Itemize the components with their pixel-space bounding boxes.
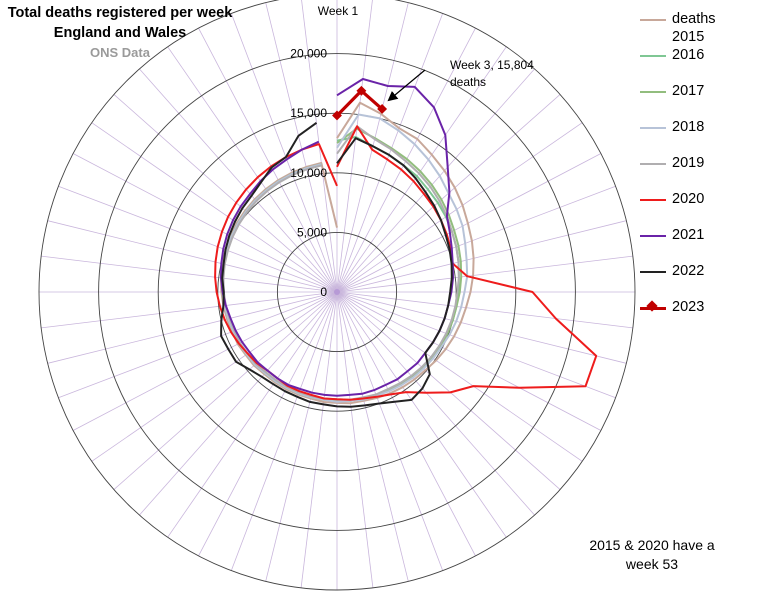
ring-25000 — [38, 0, 636, 591]
ring-10000 — [217, 172, 457, 412]
chart-source: ONS Data — [90, 45, 150, 60]
series-lines — [214, 78, 598, 408]
spoke-49 — [198, 27, 338, 293]
spoke-10 — [336, 153, 602, 293]
spoke-5 — [336, 27, 476, 293]
spoke-25 — [336, 291, 409, 582]
spoke-46 — [113, 94, 338, 293]
series-line-2021 — [220, 78, 454, 397]
spoke-15 — [336, 291, 633, 329]
legend-swatch-2022 — [640, 271, 666, 273]
legend-label-2017: 2017 — [672, 83, 705, 99]
spoke-39 — [41, 291, 338, 329]
spoke-32 — [167, 291, 338, 538]
spoke-24 — [336, 291, 444, 571]
spoke-17 — [336, 291, 616, 399]
spoke-11 — [336, 185, 616, 293]
legend-swatch-2018 — [640, 127, 666, 129]
r-tick-label: 20,000 — [290, 47, 327, 61]
spoke-12 — [336, 220, 627, 293]
radial-grid — [38, 0, 636, 591]
legend-label-2016: 2016 — [672, 47, 705, 63]
week-1-label: Week 1 — [318, 4, 359, 18]
center-point — [334, 289, 340, 295]
spoke-38 — [47, 291, 338, 364]
series-line-2015 — [220, 101, 475, 405]
spoke-48 — [167, 46, 338, 293]
r-tick-label: 10,000 — [290, 166, 327, 180]
spoke-9 — [336, 122, 583, 293]
spoke-6 — [336, 46, 507, 293]
series-line-2022 — [220, 121, 453, 408]
chart-subtitle: England and Wales — [53, 25, 187, 41]
legend-label-2018: 2018 — [672, 119, 705, 135]
spoke-45 — [91, 122, 338, 293]
spoke-44 — [72, 153, 338, 293]
note-line2: week 53 — [625, 556, 679, 572]
spoke-19 — [336, 291, 583, 462]
chart-title: Total deaths registered per week — [7, 5, 233, 21]
spoke-43 — [58, 185, 338, 293]
legend-label-2019: 2019 — [672, 155, 705, 171]
legend-label-2015: deaths 2015 — [672, 11, 716, 45]
spoke-33 — [139, 291, 338, 516]
note-line1: 2015 & 2020 have a — [589, 537, 715, 553]
r-tick-label: 0 — [320, 285, 327, 299]
spoke-16 — [336, 291, 627, 364]
ring-5000 — [276, 231, 398, 353]
spoke-34 — [113, 291, 338, 490]
spoke-51 — [265, 2, 338, 293]
series-line-2018 — [221, 113, 469, 403]
legend-label-2022: 2022 — [672, 263, 705, 279]
spoke-28 — [300, 291, 338, 588]
spoke-2 — [336, 0, 373, 293]
spoke-26 — [336, 291, 374, 588]
spoke-4 — [336, 13, 444, 293]
spoke-13 — [336, 255, 633, 293]
legend-label-2023: 2023 — [672, 299, 705, 315]
spoke-42 — [47, 220, 338, 293]
r-tick-label: 15,000 — [290, 106, 327, 120]
legend-swatch-2016 — [640, 55, 666, 57]
spoke-50 — [230, 13, 338, 293]
spoke-7 — [336, 68, 535, 293]
spoke-37 — [58, 291, 338, 399]
r-tick-label: 5,000 — [297, 225, 327, 239]
spoke-31 — [198, 291, 338, 557]
spoke-36 — [72, 291, 338, 431]
spoke-41 — [41, 255, 338, 293]
legend-swatch-2015 — [640, 19, 666, 21]
spoke-18 — [336, 291, 602, 431]
spoke-3 — [336, 2, 409, 293]
spoke-23 — [336, 291, 476, 557]
spoke-35 — [91, 291, 338, 462]
legend-swatch-2019 — [640, 163, 666, 165]
legend-swatch-2017 — [640, 91, 666, 93]
ring-20000 — [98, 53, 576, 531]
spoke-21 — [336, 291, 535, 516]
legend-label-2021: 2021 — [672, 227, 705, 243]
annotation-text-line2: deaths — [450, 75, 486, 89]
spoke-22 — [336, 291, 507, 538]
legend-swatch-2020 — [640, 199, 666, 201]
spoke-47 — [139, 68, 338, 293]
radial-tick-labels: 0 5,000 10,000 15,000 20,000 — [290, 47, 327, 299]
spoke-29 — [265, 291, 338, 582]
week-3-annotation: Week 3, 15,804 deaths — [387, 58, 534, 102]
spoke-20 — [336, 291, 561, 490]
annotation-text-line1: Week 3, 15,804 — [450, 58, 534, 72]
spoke-30 — [230, 291, 338, 571]
legend-swatch-2021 — [640, 235, 666, 237]
series-line-2017 — [221, 127, 463, 402]
week-53-note: 2015 & 2020 have a week 53 — [572, 536, 732, 574]
legend-label-2020: 2020 — [672, 191, 705, 207]
